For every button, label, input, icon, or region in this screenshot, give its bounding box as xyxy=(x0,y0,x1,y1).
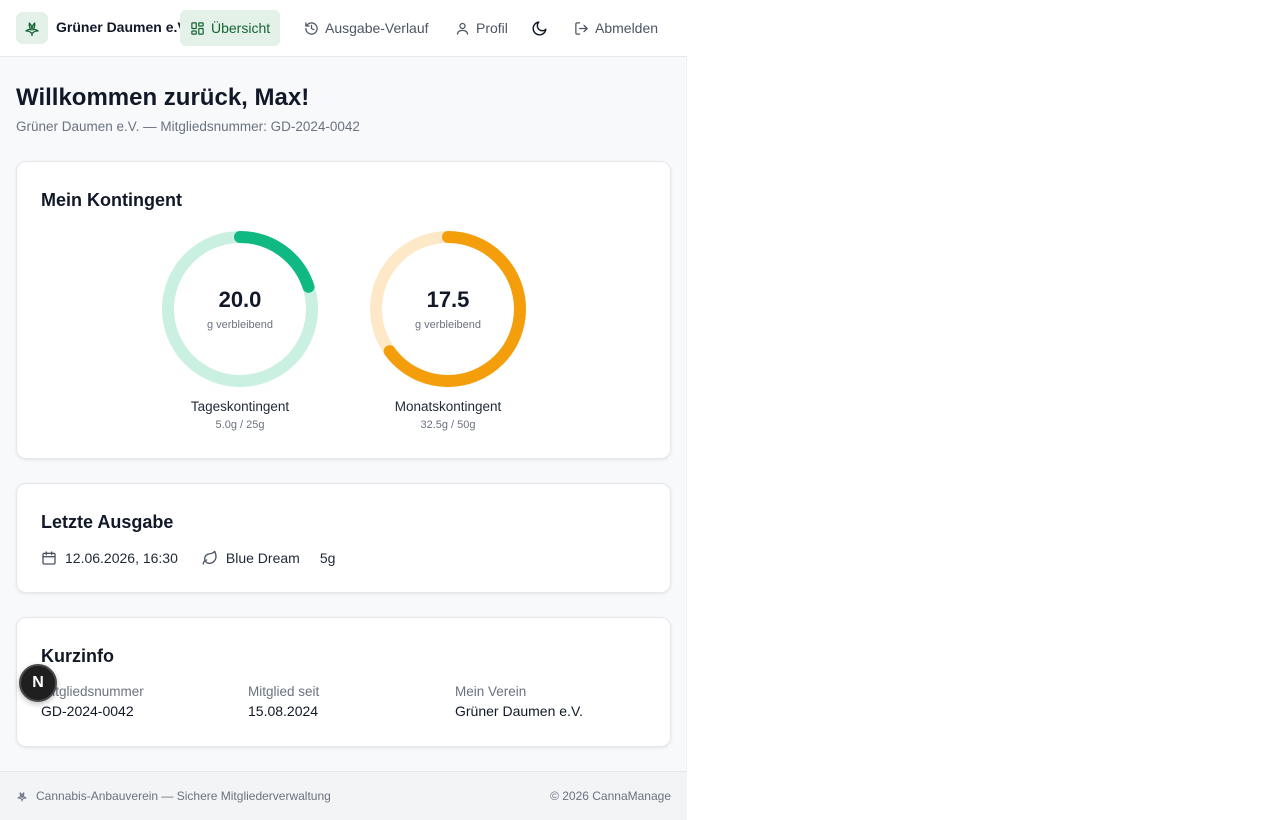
nav-history-label: Ausgabe-Verlauf xyxy=(325,20,429,36)
nav-history[interactable]: Ausgabe-Verlauf xyxy=(294,10,439,46)
monthly-quota-ring xyxy=(370,231,526,387)
daily-quota-detail: 5.0g / 25g xyxy=(215,419,265,431)
last-dispense-strain-text: Blue Dream xyxy=(225,550,300,566)
monthly-quota-label: Monatskontingent xyxy=(394,399,502,414)
short-info-title: Kurzinfo xyxy=(41,646,114,666)
daily-quota-label: Tageskontingent xyxy=(190,399,290,414)
user-icon xyxy=(456,22,469,35)
footer-left: Cannabis-Anbauverein — Sichere Mitgliede… xyxy=(16,789,331,803)
cannabis-leaf-icon[interactable] xyxy=(16,12,48,44)
info-member-since-value: 15.08.2024 xyxy=(248,703,319,719)
app-shell: Grüner Daumen e.V. Übersicht Ausgabe-Ver… xyxy=(0,0,687,820)
info-member-number-value: GD-2024-0042 xyxy=(41,703,134,719)
last-dispense-amount: 5g xyxy=(320,550,336,566)
daily-quota-gauge: 20.0 g verbleibend Tageskontingent 5.0g … xyxy=(150,231,330,441)
daily-quota-arc xyxy=(162,231,318,387)
info-member-since: Mitglied seit 15.08.2024 xyxy=(248,684,448,719)
daily-quota-value: 20.0 xyxy=(218,287,262,312)
footer-tagline: Cannabis-Anbauverein — Sichere Mitgliede… xyxy=(36,789,331,803)
logout-icon xyxy=(575,21,588,35)
last-dispense-amount-text: 5g xyxy=(319,550,336,566)
nav-profile-label: Profil xyxy=(476,20,508,36)
last-dispense-date-text: 12.06.2026, 16:30 xyxy=(65,550,178,566)
last-dispense-row: 12.06.2026, 16:30 Blue Dream 5g xyxy=(41,550,359,566)
moon-icon xyxy=(532,20,547,35)
info-club-value: Grüner Daumen e.V. xyxy=(455,703,583,719)
info-club: Mein Verein Grüner Daumen e.V. xyxy=(455,684,655,719)
info-member-number-label: Mitgliedsnummer xyxy=(41,684,144,699)
page-subtitle: Grüner Daumen e.V. — Mitgliedsnummer: GD… xyxy=(16,119,360,134)
leaf-icon xyxy=(202,550,217,565)
theme-toggle-button[interactable] xyxy=(522,10,557,46)
footer-copyright: © 2026 CannaManage xyxy=(550,789,671,803)
page-title: Willkommen zurück, Max! xyxy=(16,84,310,111)
nav-logout[interactable]: Abmelden xyxy=(564,10,668,46)
last-dispense-title: Letzte Ausgabe xyxy=(41,512,174,532)
brand-name[interactable]: Grüner Daumen e.V. xyxy=(56,19,190,35)
dashboard-icon xyxy=(191,21,204,35)
last-dispense-date: 12.06.2026, 16:30 xyxy=(41,550,178,566)
daily-quota-ring xyxy=(162,231,318,387)
nav-logout-label: Abmelden xyxy=(595,20,659,36)
last-dispense-strain: Blue Dream xyxy=(202,550,300,566)
history-icon xyxy=(305,21,318,35)
nav-profile[interactable]: Profil xyxy=(445,10,518,46)
info-member-number: Mitgliedsnummer GD-2024-0042 xyxy=(41,684,241,719)
monthly-quota-unit: g verbleibend xyxy=(414,319,482,331)
short-info-card: Kurzinfo Mitgliedsnummer GD-2024-0042 Mi… xyxy=(16,617,671,747)
monthly-quota-detail: 32.5g / 50g xyxy=(420,419,476,431)
top-navbar: Grüner Daumen e.V. Übersicht Ausgabe-Ver… xyxy=(0,0,687,57)
nav-overview-label: Übersicht xyxy=(211,20,271,36)
quota-card-title: Mein Kontingent xyxy=(41,190,182,210)
cannabis-leaf-icon xyxy=(17,792,27,802)
daily-quota-unit: g verbleibend xyxy=(206,319,274,331)
dev-tools-badge[interactable]: N xyxy=(19,664,57,702)
monthly-quota-value: 17.5 xyxy=(426,287,470,312)
monthly-quota-arc xyxy=(370,231,526,387)
footer: Cannabis-Anbauverein — Sichere Mitgliede… xyxy=(0,771,687,820)
nav-overview[interactable]: Übersicht xyxy=(180,10,281,46)
last-dispense-card: Letzte Ausgabe 12.06.2026, 16:30 Blue Dr… xyxy=(16,483,671,593)
monthly-quota-gauge: 17.5 g verbleibend Monatskontingent 32.5… xyxy=(358,231,538,441)
quota-card: Mein Kontingent 20.0 g verbleibend Tages… xyxy=(16,161,671,459)
info-member-since-label: Mitglied seit xyxy=(248,684,320,699)
info-club-label: Mein Verein xyxy=(455,684,527,699)
calendar-icon xyxy=(42,551,56,565)
